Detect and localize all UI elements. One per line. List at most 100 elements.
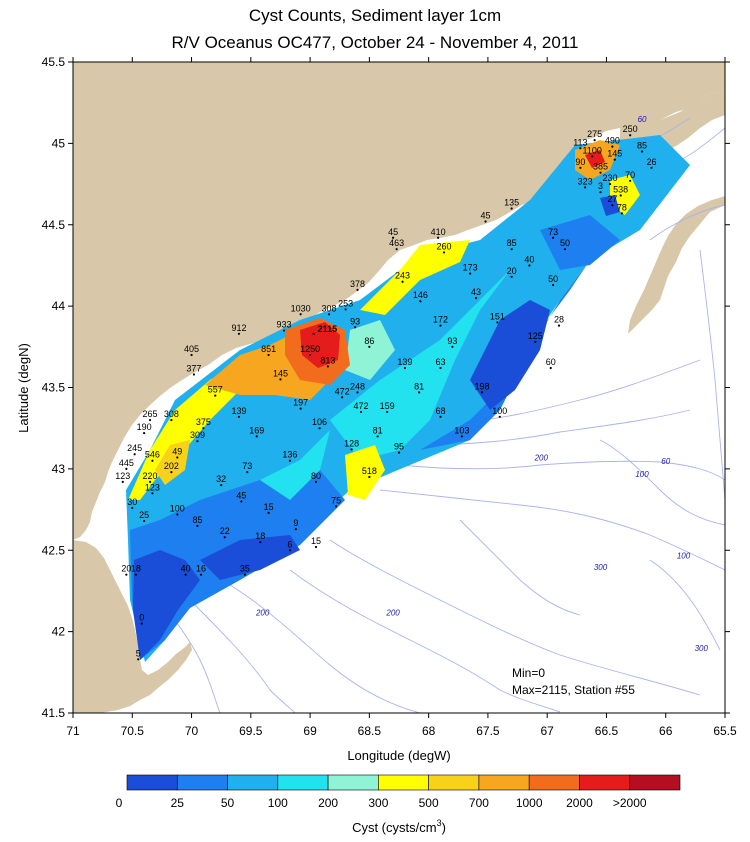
station-point xyxy=(202,427,205,430)
station-label: 22 xyxy=(220,526,230,536)
station-label: 32 xyxy=(216,474,226,484)
station-label: 139 xyxy=(231,406,246,416)
station-point xyxy=(549,366,552,370)
colorbar-tick-label: 500 xyxy=(419,796,439,810)
station-label: 250 xyxy=(623,124,638,134)
station-point xyxy=(327,313,331,316)
station-label: 20 xyxy=(507,266,517,276)
station-point xyxy=(143,431,146,435)
station-point xyxy=(611,204,614,207)
station-point xyxy=(125,573,128,576)
x-tick-label: 69 xyxy=(303,724,317,738)
colorbar-tick-label: 300 xyxy=(368,796,388,810)
station-point xyxy=(148,480,152,483)
station-point xyxy=(190,353,193,357)
station-point xyxy=(282,329,286,332)
station-point xyxy=(584,186,587,189)
station-point xyxy=(335,505,338,508)
station-point xyxy=(140,622,143,625)
station-label: 15 xyxy=(264,502,274,512)
station-point xyxy=(557,324,561,327)
y-axis-label: Latitude (degN) xyxy=(16,343,31,433)
station-label: 230 xyxy=(602,173,617,183)
station-label: 308 xyxy=(322,303,337,313)
station-point xyxy=(552,283,555,287)
station-point xyxy=(439,324,442,327)
station-point xyxy=(267,511,270,514)
station-label: 60 xyxy=(546,357,556,367)
isobath-label: 60 xyxy=(661,457,670,466)
station-point xyxy=(480,391,484,394)
station-point xyxy=(318,427,321,430)
station-point xyxy=(403,366,407,370)
station-label: 1100 xyxy=(583,145,602,155)
station-label: 85 xyxy=(192,515,202,525)
colorbar-tick-label: 200 xyxy=(318,796,338,810)
x-tick-label: 66 xyxy=(659,724,673,738)
station-label: 3 xyxy=(598,181,603,191)
station-label: 933 xyxy=(276,320,291,330)
station-label: 275 xyxy=(587,129,602,139)
station-label: 159 xyxy=(380,401,395,411)
x-tick-label: 67.5 xyxy=(476,724,500,738)
station-point xyxy=(240,500,243,503)
station-label: 377 xyxy=(186,363,201,373)
station-point xyxy=(237,332,241,335)
station-point xyxy=(199,573,203,576)
colorbar-swatch xyxy=(579,774,631,791)
station-point xyxy=(386,410,389,414)
colorbar-swatch xyxy=(277,774,329,791)
station-label: 490 xyxy=(605,136,620,146)
x-tick-label: 68 xyxy=(422,724,436,738)
station-label: 25 xyxy=(139,510,149,520)
y-tick-label: 45.5 xyxy=(42,55,66,69)
land-cape-cod xyxy=(73,540,192,713)
station-point xyxy=(267,353,270,357)
station-label: 40 xyxy=(181,564,191,574)
isobath-label: 300 xyxy=(594,563,608,572)
station-point xyxy=(294,527,297,531)
station-point xyxy=(474,296,478,300)
station-label: 198 xyxy=(474,381,489,391)
station-label: 63 xyxy=(435,357,445,367)
x-axis-ticks: 71 70.5 70 69.5 69 68.5 68 67.5 67 66.5 66 65.5 xyxy=(66,57,737,738)
x-tick-label: 66.5 xyxy=(595,724,619,738)
station-label: 113 xyxy=(573,137,587,147)
station-label: 202 xyxy=(164,461,179,471)
station-label: 410 xyxy=(431,227,446,237)
land-maine-coast xyxy=(73,62,725,540)
station-point xyxy=(356,391,359,394)
colorbar-tick-label: 0 xyxy=(116,796,123,810)
station-label: 15 xyxy=(311,536,321,546)
station-label: 169 xyxy=(249,425,264,435)
x-tick-label: 67 xyxy=(541,724,555,738)
station-point xyxy=(259,541,262,544)
station-point xyxy=(608,182,612,186)
station-point xyxy=(579,147,582,150)
station-point xyxy=(288,549,292,552)
station-label: 100 xyxy=(492,406,507,416)
min-annotation: Min=0 xyxy=(512,666,545,680)
station-label: 190 xyxy=(137,422,152,432)
station-point xyxy=(640,150,644,153)
station-label: 146 xyxy=(413,290,428,300)
station-point xyxy=(121,480,124,483)
station-point xyxy=(131,506,134,510)
station-point xyxy=(650,166,653,169)
station-label: 309 xyxy=(190,430,205,440)
station-point xyxy=(593,139,596,142)
station-label: 145 xyxy=(607,149,622,159)
colorbar-tick-label: 700 xyxy=(469,796,489,810)
station-label: 463 xyxy=(389,238,404,248)
station-label: 1250 xyxy=(300,344,320,354)
station-point xyxy=(143,519,146,523)
station-point xyxy=(359,410,363,414)
station-point xyxy=(133,453,136,456)
station-label: 73 xyxy=(548,227,558,237)
chart-title: Cyst Counts, Sediment layer 1cm xyxy=(248,6,502,25)
station-label: 151 xyxy=(490,311,505,321)
station-label: 80 xyxy=(311,471,321,481)
x-tick-label: 71 xyxy=(66,724,80,738)
colorbar-tick-label: 1000 xyxy=(516,796,543,810)
